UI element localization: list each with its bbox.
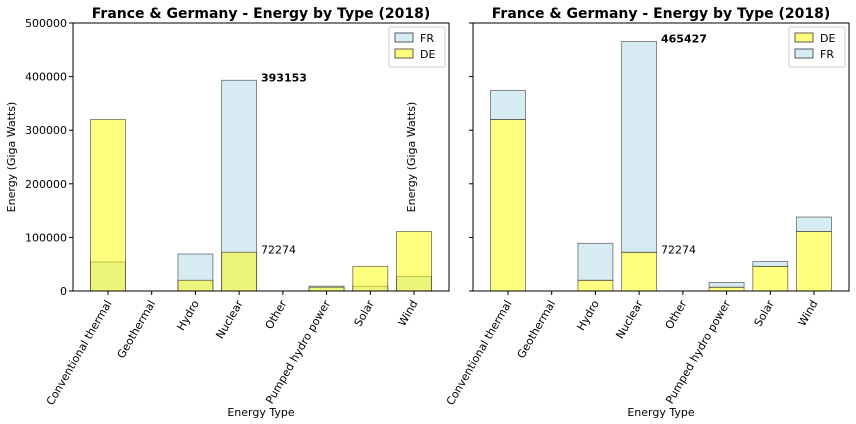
chart-title: France & Germany - Energy by Type (2018) — [92, 6, 430, 22]
bar — [177, 279, 214, 292]
legend-label: DE — [420, 48, 435, 61]
y-axis-label: Energy (Giga Watts) — [405, 102, 418, 213]
x-tick-label: Solar — [752, 298, 778, 329]
x-tick-label: Solar — [352, 298, 378, 329]
y-tick-label: 100000 — [25, 231, 67, 244]
x-tick-label: Other — [263, 298, 290, 332]
legend-label: DE — [820, 32, 835, 45]
bar — [396, 231, 432, 292]
y-tick-label: 300000 — [25, 124, 67, 137]
annotation: 72274 — [261, 243, 296, 256]
y-tick-label: 0 — [60, 285, 67, 298]
y-tick-label: 200000 — [25, 178, 67, 191]
x-tick-label: Hydro — [174, 298, 202, 333]
bar — [577, 279, 614, 292]
legend-swatch — [794, 32, 814, 43]
legend-label: FR — [420, 32, 434, 45]
legend-swatch — [794, 48, 814, 59]
bar — [90, 119, 126, 292]
legend-swatch — [394, 32, 414, 43]
bar — [621, 251, 658, 292]
bar — [352, 265, 389, 292]
x-tick-label: Nuclear — [613, 298, 646, 342]
x-tick-label: Conventional thermal — [44, 298, 115, 407]
bar — [221, 251, 258, 292]
y-axis-label: Energy (Giga Watts) — [5, 102, 18, 213]
annotation: 393153 — [261, 71, 307, 84]
chart-title: France & Germany - Energy by Type (2018) — [492, 6, 830, 22]
x-tick-label: Geothermal — [115, 298, 159, 361]
bar — [308, 286, 345, 292]
bar — [621, 41, 658, 253]
x-tick-label: Geothermal — [515, 298, 559, 361]
plot-frame — [72, 22, 450, 292]
x-axis-label: Energy Type — [227, 406, 295, 419]
bar — [796, 231, 832, 292]
bar — [490, 119, 526, 292]
bar — [708, 282, 745, 288]
annotation: 465427 — [661, 33, 707, 46]
x-tick-label: Wind — [396, 298, 421, 328]
x-axis-label: Energy Type — [627, 406, 695, 419]
legend-label: FR — [820, 48, 834, 61]
bar — [577, 242, 614, 281]
y-tick-label: 500000 — [25, 17, 67, 30]
x-tick-label: Conventional thermal — [444, 298, 515, 407]
x-tick-label: Other — [663, 298, 690, 332]
annotation: 72274 — [661, 243, 696, 256]
plot-frame — [472, 22, 850, 292]
x-tick-label: Hydro — [574, 298, 602, 333]
bar — [796, 216, 832, 232]
bar — [752, 261, 789, 267]
x-tick-label: Wind — [796, 298, 821, 328]
bar — [708, 286, 745, 292]
x-tick-label: Nuclear — [213, 298, 246, 342]
bar — [752, 265, 789, 292]
bar — [490, 90, 526, 120]
y-tick-label: 400000 — [25, 71, 67, 84]
legend-swatch — [394, 48, 414, 59]
